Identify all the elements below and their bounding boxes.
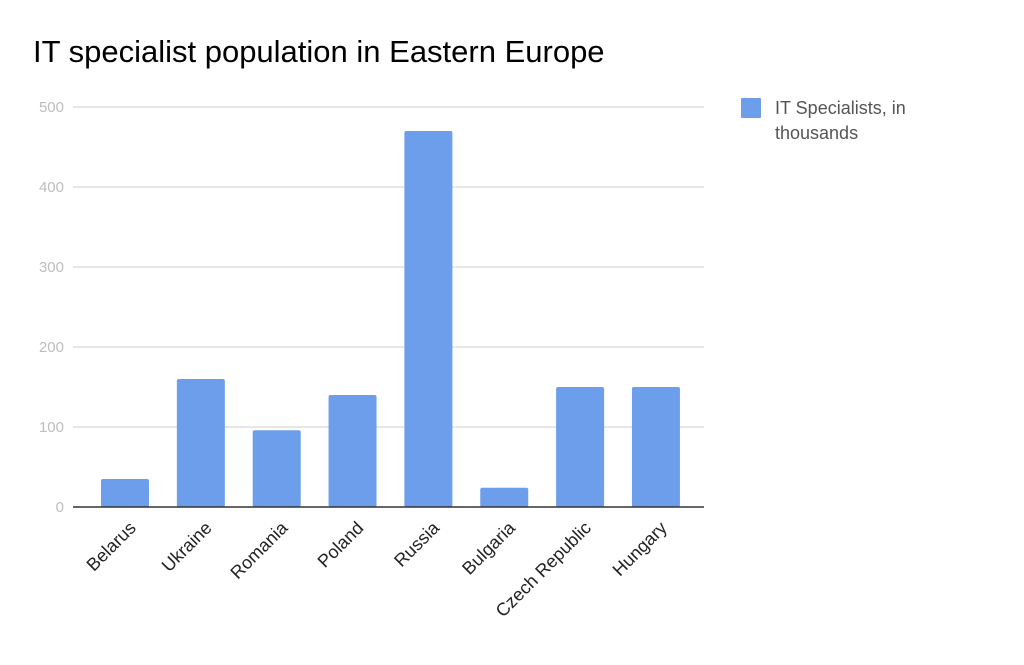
x-tick-label-ukraine: Ukraine	[158, 518, 216, 576]
y-tick-label: 100	[39, 419, 64, 436]
x-tick-label-bulgaria: Bulgaria	[458, 517, 520, 579]
x-axis-tick-labels: Belarus Ukraine Romania Poland Russia Bulgari…	[83, 517, 671, 621]
x-tick-label-hungary: Hungary	[609, 518, 671, 580]
legend-swatch	[741, 98, 761, 118]
bars	[101, 131, 680, 507]
bar-bulgaria	[480, 487, 529, 507]
bar-belarus	[101, 479, 149, 507]
gridlines	[73, 106, 704, 428]
x-tick-label-russia: Russia	[390, 517, 444, 571]
y-tick-label: 400	[39, 179, 64, 196]
x-tick-label-belarus: Belarus	[83, 518, 140, 575]
y-axis-tick-labels: 0 100 200 300 400 500	[39, 99, 64, 516]
bar-ukraine	[176, 379, 225, 507]
bar-hungary	[631, 387, 680, 507]
legend: IT Specialists, in thousands	[741, 98, 906, 143]
bar-czech-republic	[556, 387, 605, 507]
chart-title: IT specialist population in Eastern Euro…	[33, 34, 605, 69]
y-tick-label: 300	[39, 259, 64, 276]
legend-label-line-1: IT Specialists, in	[775, 98, 906, 118]
x-tick-label-romania: Romania	[226, 517, 292, 583]
bar-russia	[404, 131, 453, 507]
y-tick-label: 500	[39, 99, 64, 116]
bar-romania	[252, 430, 301, 507]
legend-label-line-2: thousands	[775, 123, 858, 143]
y-tick-label: 200	[39, 339, 64, 356]
x-tick-label-poland: Poland	[314, 518, 368, 572]
bar-poland	[328, 395, 377, 507]
y-tick-label: 0	[56, 499, 64, 516]
